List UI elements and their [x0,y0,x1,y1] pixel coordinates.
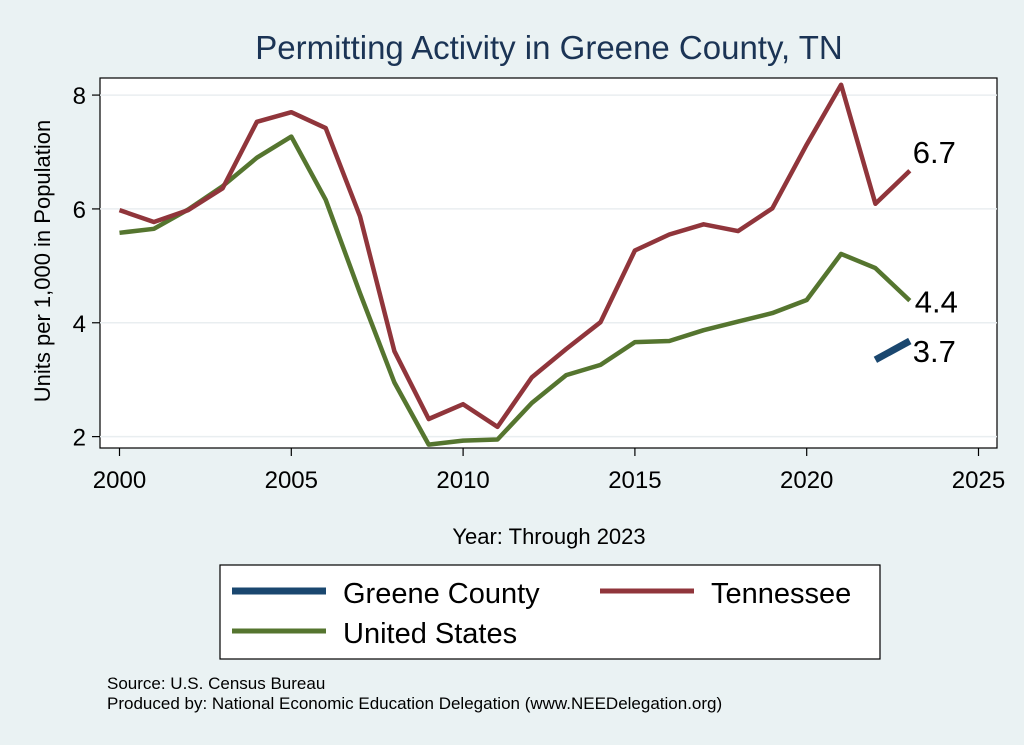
x-tick-label: 2000 [93,467,146,494]
legend-label-greene-county: Greene County [343,578,540,610]
x-tick-label: 2010 [436,467,489,494]
chart-title: Permitting Activity in Greene County, TN [255,29,843,66]
end-label-tennessee: 6.7 [913,135,956,170]
source-note: Source: U.S. Census Bureau [107,674,325,693]
y-tick-label: 8 [73,83,86,110]
legend: Greene County Tennessee United States [219,564,881,660]
y-tick-label: 6 [73,197,86,224]
x-tick-label: 2015 [608,467,661,494]
end-labels: 4.4 6.7 3.7 [913,135,958,369]
legend-label-tennessee: Tennessee [711,578,851,610]
series-line-greene-county [873,337,912,363]
producer-note: Produced by: National Economic Education… [107,694,722,713]
legend-box [219,564,881,660]
series-line-united-states [119,134,912,447]
end-label-greene-county: 3.7 [913,334,956,369]
y-axis-title: Units per 1,000 in Population [30,120,55,403]
series-line-tennessee [118,82,912,430]
x-tick-label: 2020 [780,467,833,494]
legend-label-united-states: United States [343,618,517,650]
gridlines [100,94,997,438]
x-tick-label: 2025 [952,467,1005,494]
x-axis-title: Year: Through 2023 [452,524,645,549]
series-lines [118,82,912,447]
axis-ticks: 2 4 6 8 2000 2005 2010 2015 2020 2025 [73,83,1006,494]
y-tick-label: 4 [73,311,86,338]
y-tick-label: 2 [73,425,86,452]
end-label-united-states: 4.4 [915,285,958,320]
x-tick-label: 2005 [265,467,318,494]
